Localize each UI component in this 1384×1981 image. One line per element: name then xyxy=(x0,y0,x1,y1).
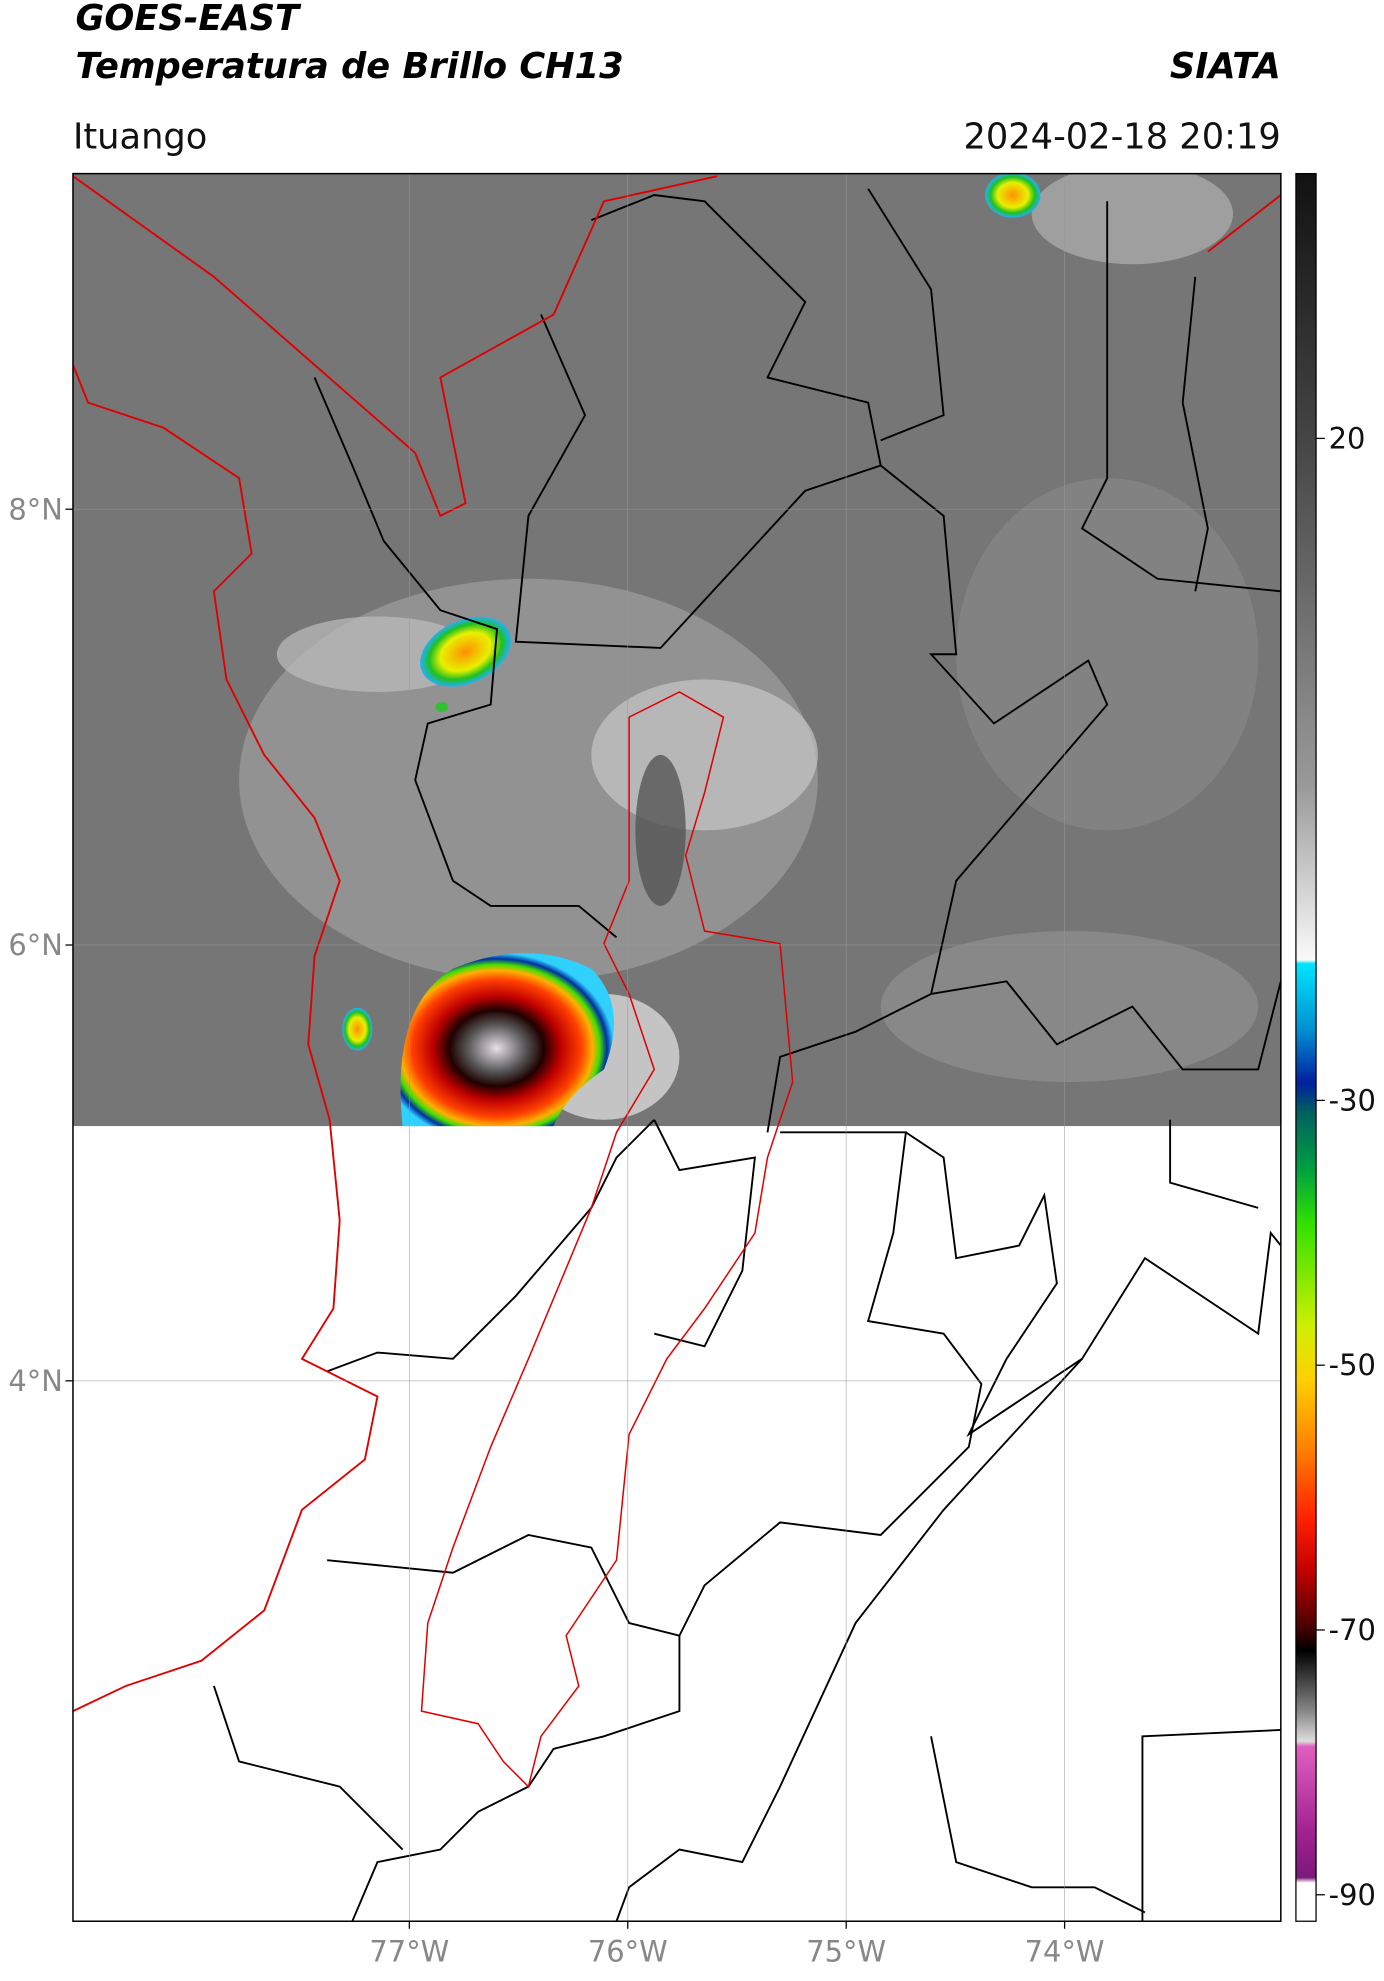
region-boundary xyxy=(420,691,794,1789)
x-tick-label: 77°W xyxy=(369,1934,449,1968)
y-tick-label: 8°N xyxy=(8,492,63,526)
location: Ituango xyxy=(73,116,207,157)
storm xyxy=(985,173,1041,218)
cloud xyxy=(635,754,686,906)
colorbar-tick-label: -90 xyxy=(1329,1878,1376,1912)
title: GOES-EAST xyxy=(75,0,302,39)
cloud xyxy=(956,478,1259,831)
y-tick-label: 6°N xyxy=(8,928,63,962)
map-frame xyxy=(72,172,1282,1922)
colorbar-tick-label: 20 xyxy=(1329,421,1366,455)
subtitle: Temperatura de Brillo CH13 xyxy=(75,46,623,87)
colorbar-tick-label: -50 xyxy=(1329,1348,1376,1382)
storm xyxy=(400,953,614,1127)
boundaries xyxy=(212,188,1281,1922)
colorbar-tick-label: -70 xyxy=(1329,1613,1376,1647)
colorbar xyxy=(1295,172,1317,1922)
y-tick-label: 4°N xyxy=(8,1364,63,1398)
storm xyxy=(435,702,448,713)
cloud xyxy=(1031,173,1233,265)
colorbar-tick-label: -30 xyxy=(1329,1083,1376,1117)
grid xyxy=(65,173,1281,1929)
datetime: 2024-02-18 20:19 xyxy=(963,116,1280,157)
x-tick-label: 75°W xyxy=(806,1934,886,1968)
storm xyxy=(342,1007,373,1051)
x-tick-label: 76°W xyxy=(588,1934,668,1968)
cloud xyxy=(880,931,1259,1083)
source: SIATA xyxy=(1170,46,1281,87)
storm xyxy=(420,616,511,687)
x-tick-label: 74°W xyxy=(1025,1934,1105,1968)
cloud xyxy=(591,679,818,831)
map xyxy=(72,173,1281,1922)
